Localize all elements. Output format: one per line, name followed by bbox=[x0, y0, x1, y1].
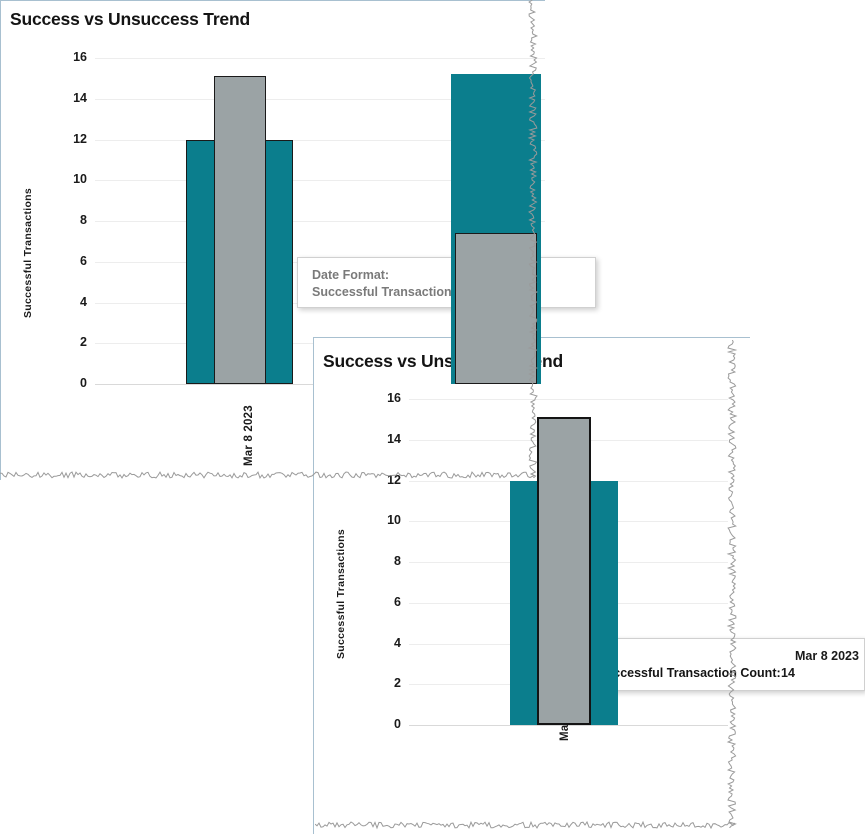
gridline bbox=[95, 221, 545, 222]
chart-panel-success[interactable]: Success vs Unsuccess Trend 16 14 12 10 8 6 4 2 0… bbox=[0, 0, 545, 480]
y-axis-tick-label: 4 bbox=[80, 295, 87, 309]
y-axis-tick-label: 0 bbox=[80, 376, 87, 390]
y-axis-tick-label: 14 bbox=[73, 91, 87, 105]
panel-left-border bbox=[313, 337, 314, 834]
page-title: Success vs Unsuccess Trend bbox=[10, 9, 250, 29]
tooltip-row: Unsuccessful Transaction Count: 14 bbox=[582, 665, 850, 682]
plot-area-success: 16 14 12 10 8 6 4 2 0 Successful Transactions Mar … bbox=[0, 0, 545, 480]
y-axis-tick-label: 0 bbox=[394, 717, 401, 731]
gridline bbox=[95, 140, 545, 141]
y-axis-title: Successful Transactions bbox=[22, 187, 34, 318]
tooltip-value-unsuccessful-transaction-count: 14 bbox=[781, 666, 795, 680]
panel-left-border bbox=[0, 0, 1, 480]
y-axis-tick-label: 6 bbox=[394, 595, 401, 609]
y-axis-tick-label: 2 bbox=[80, 335, 87, 349]
tooltip-label-date-format: Date Format: bbox=[312, 268, 390, 282]
gridline bbox=[95, 180, 545, 181]
x-axis-tick-label: Mar 8 2023 bbox=[243, 405, 255, 466]
tooltip-label-successful-transactions: Successful Transactions: bbox=[312, 285, 463, 299]
gridline bbox=[409, 399, 728, 400]
bar-unsuccessful-transactions[interactable] bbox=[455, 233, 537, 384]
tooltip-successful-transactions: Date Format: Mar 8 2023 Successful Trans… bbox=[297, 257, 596, 308]
bar-unsuccessful-transactions[interactable] bbox=[537, 417, 591, 725]
gridline bbox=[95, 58, 545, 59]
y-axis-title: Successful Transactions bbox=[335, 528, 347, 659]
y-axis-tick-label: 6 bbox=[80, 254, 87, 268]
y-axis-tick-label: 12 bbox=[387, 473, 401, 487]
y-axis-tick-label: 4 bbox=[394, 636, 401, 650]
panel-top-border bbox=[0, 0, 545, 1]
y-axis-tick-label: 2 bbox=[394, 676, 401, 690]
y-axis-tick-label: 16 bbox=[73, 50, 87, 64]
y-axis-tick-label: 12 bbox=[73, 132, 87, 146]
x-axis-baseline bbox=[409, 725, 728, 726]
y-axis-tick-label: 10 bbox=[73, 172, 87, 186]
y-axis-tick-label: 14 bbox=[387, 432, 401, 446]
y-axis-tick-label: 16 bbox=[387, 391, 401, 405]
tooltip-value-date: Mar 8 2023 bbox=[795, 649, 859, 663]
tooltip-row: Date : Mar 8 2023 bbox=[582, 648, 859, 665]
bar-unsuccessful-transactions[interactable] bbox=[214, 76, 266, 384]
y-axis-tick-label: 8 bbox=[394, 554, 401, 568]
chart-panel-unsuccess[interactable]: Success vs Unsuccess Trend 16 14 12 10 8 6 4 2 0… bbox=[313, 337, 750, 834]
y-axis-tick-label: 8 bbox=[80, 213, 87, 227]
y-axis-tick-label: 10 bbox=[387, 513, 401, 527]
gridline bbox=[95, 99, 545, 100]
